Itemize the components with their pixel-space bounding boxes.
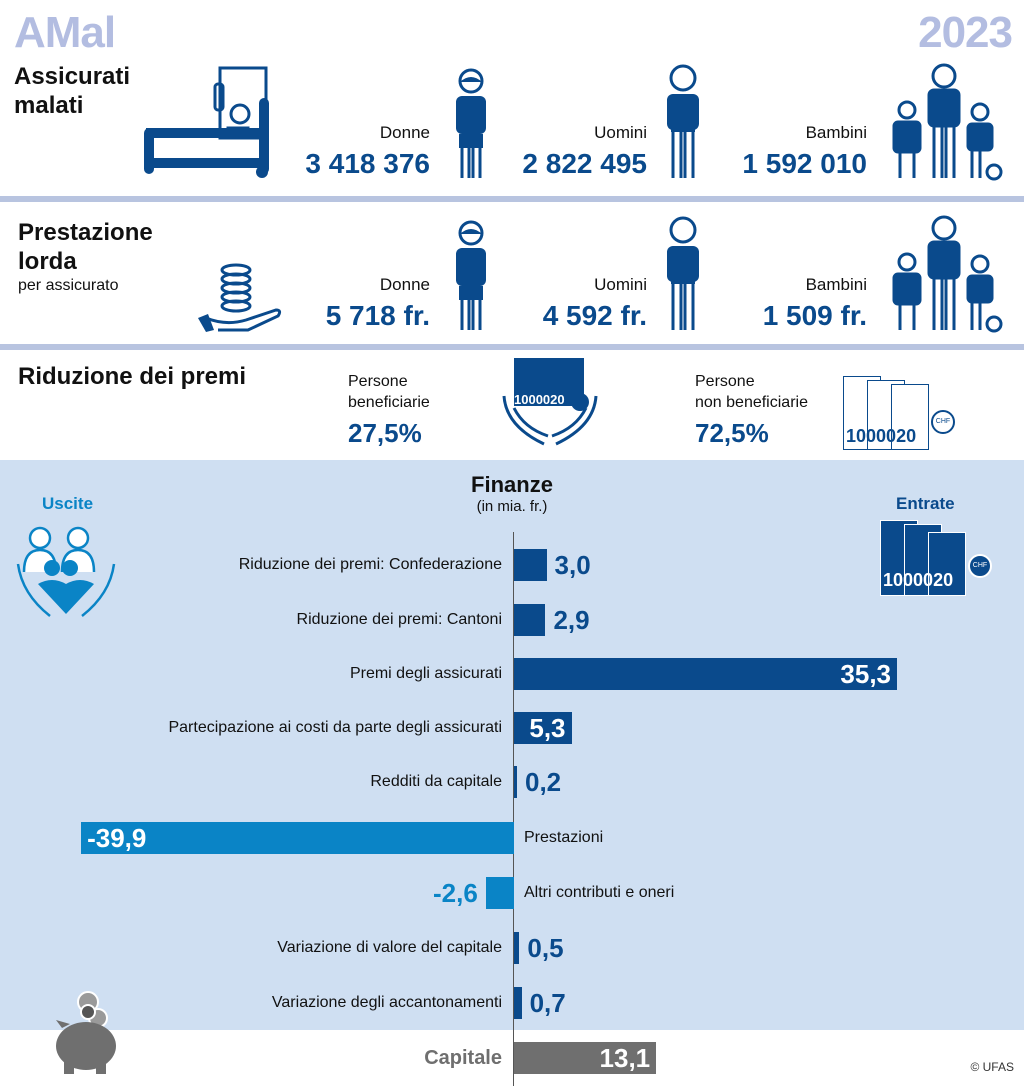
bill-text-2: 20 — [896, 426, 917, 446]
family-icon — [888, 214, 1008, 334]
bill-text: 10000 — [514, 392, 551, 407]
coin-text: CHF — [931, 410, 955, 434]
assicurati-uomini-value: 2 822 495 — [522, 148, 647, 179]
assicurati-uomini-label: Uomini — [594, 123, 647, 142]
finanze-panel — [0, 460, 1024, 1030]
woman-icon — [452, 68, 490, 180]
money-filled-icon: 1000020 CHF — [880, 520, 995, 596]
beneficiarie-label-line1: Persone — [348, 373, 408, 390]
riduzione-title: Riduzione dei premi — [18, 363, 247, 390]
prestazione-bambini-value: 1 509 fr. — [762, 300, 867, 331]
prestazione-uomini-value: 4 592 fr. — [542, 300, 647, 331]
category-label: Prestazioni — [524, 829, 604, 846]
category-label: Redditi da capitale — [370, 773, 502, 790]
category-label: Partecipazione ai costi da parte degli a… — [168, 719, 502, 736]
value-label: 2,9 — [553, 605, 590, 635]
family-icon — [888, 62, 1008, 182]
bar-0 — [514, 549, 547, 581]
woman-icon — [452, 220, 490, 332]
value-label: 0,7 — [529, 988, 566, 1018]
beneficiarie-label-line2: beneficiarie — [348, 394, 430, 411]
section-divider — [0, 196, 1024, 202]
value-label: 13,1 — [599, 1043, 651, 1073]
non-beneficiarie-label: Persone non beneficiarie — [695, 371, 808, 413]
value-label: 0,2 — [525, 767, 562, 797]
category-label: Altri contributi e oneri — [524, 884, 675, 901]
bar-2 — [514, 658, 897, 690]
category-label: Premi degli assicurati — [349, 665, 502, 682]
prestazione-uomini-label: Uomini — [594, 275, 647, 294]
bar-9 — [514, 1042, 657, 1074]
uscite-label: Uscite — [42, 494, 94, 513]
year-label: 2023 — [918, 8, 1013, 57]
value-label: -39,9 — [87, 823, 147, 853]
assicurati-bambini-label: Bambini — [805, 123, 867, 142]
assicurati-title-line2: malati — [14, 92, 84, 119]
beneficiarie-label: Persone beneficiarie — [348, 371, 430, 413]
man-icon — [664, 216, 702, 332]
app-title: AMal — [14, 8, 116, 57]
hands-money-icon: 1000020 — [500, 358, 600, 448]
family-hands-icon — [16, 524, 116, 624]
non-beneficiarie-value: 72,5% — [695, 418, 769, 448]
bill-text-2: 20 — [550, 392, 565, 407]
beneficiarie-value: 27,5% — [348, 418, 422, 448]
bill-text: 10000 — [883, 570, 934, 590]
category-label: Variazione di valore del capitale — [277, 939, 502, 956]
credit-text: © UFAS — [970, 1060, 1014, 1074]
section-divider — [0, 344, 1024, 350]
value-label: 5,3 — [529, 713, 566, 743]
entrate-label: Entrate — [896, 494, 955, 513]
bar-1 — [514, 604, 546, 636]
coins-hand-icon — [196, 262, 286, 334]
prestazione-title-line1: Prestazione — [18, 219, 153, 246]
man-icon — [664, 64, 702, 180]
value-label: 3,0 — [554, 550, 591, 580]
prestazione-title-line2: lorda — [18, 248, 77, 275]
bill-text-2: 20 — [933, 570, 954, 590]
bar-8 — [514, 987, 522, 1019]
chart-title: Finanze — [471, 472, 553, 497]
chart-zero-axis — [513, 532, 514, 1086]
category-label: Riduzione dei premi: Confederazione — [238, 556, 502, 573]
non-beneficiarie-label-line1: Persone — [695, 373, 755, 390]
assicurati-bambini-value: 1 592 010 — [742, 148, 867, 179]
piggy-bank-icon — [48, 988, 128, 1078]
bar-3 — [514, 712, 572, 744]
assicurati-title: Assicurati malati — [14, 62, 130, 120]
value-label: -2,6 — [432, 878, 478, 908]
category-label: Variazione degli accantonamenti — [271, 994, 502, 1011]
bill-text: 10000 — [846, 426, 897, 446]
value-label: 0,5 — [527, 933, 564, 963]
category-label: Riduzione dei premi: Cantoni — [296, 611, 502, 628]
non-beneficiarie-label-line2: non beneficiarie — [695, 394, 808, 411]
assicurati-title-line1: Assicurati — [14, 63, 131, 90]
prestazione-subtitle: per assicurato — [18, 277, 119, 294]
money-outline-icon: 1000020 CHF — [843, 376, 958, 450]
assicurati-donne-value: 3 418 376 — [305, 148, 430, 179]
bar-6 — [485, 877, 514, 909]
prestazione-donne-value: 5 718 fr. — [325, 300, 430, 331]
bar-4 — [514, 766, 517, 798]
hospital-bed-icon — [142, 62, 282, 180]
prestazione-bambini-label: Bambini — [805, 275, 867, 294]
coin-text: CHF — [968, 554, 992, 578]
bar-5 — [81, 822, 514, 854]
category-label: Capitale — [424, 1047, 502, 1069]
prestazione-title: Prestazione lorda — [18, 218, 153, 276]
assicurati-donne-label: Donne — [379, 123, 430, 142]
prestazione-donne-label: Donne — [379, 275, 430, 294]
bar-7 — [514, 932, 520, 964]
value-label: 35,3 — [840, 659, 892, 689]
chart-subtitle: (in mia. fr.) — [476, 498, 548, 515]
